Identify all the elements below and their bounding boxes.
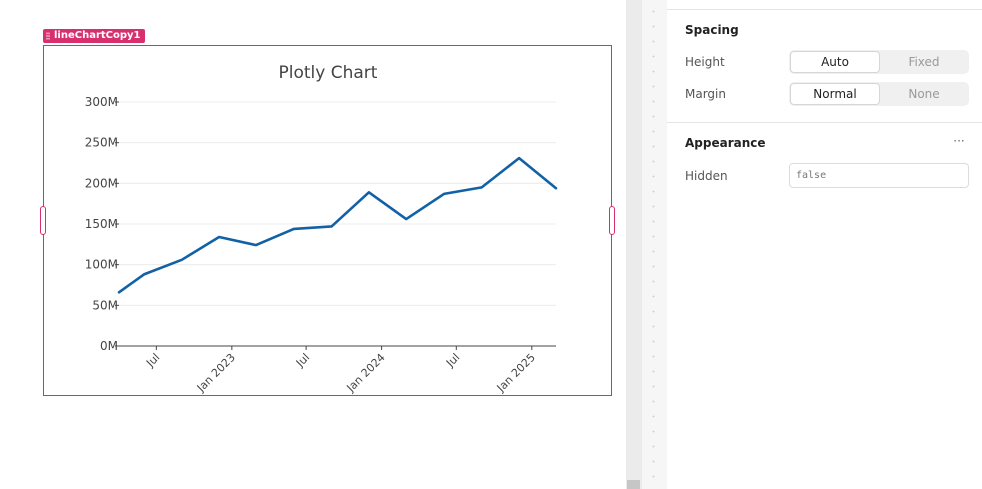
height-segmented-control: Auto Fixed: [789, 50, 969, 74]
y-tick-label: 0M: [100, 339, 118, 353]
x-tick-label: Jan 2024: [344, 351, 388, 395]
margin-option-none[interactable]: None: [908, 87, 940, 101]
hidden-label: Hidden: [685, 169, 728, 183]
y-tick-label: 200M: [85, 176, 118, 190]
resize-handle-right[interactable]: [609, 206, 615, 235]
canvas-scrollbar[interactable]: [626, 0, 642, 489]
chart-series: [117, 156, 558, 294]
y-axis: 0M 50M 100M 150M 200M 250M 300M: [85, 95, 119, 353]
x-tick-label: Jan 2025: [494, 351, 538, 395]
drag-handle-icon[interactable]: [46, 32, 50, 40]
x-tick-label: Jan 2023: [194, 351, 238, 395]
y-tick-label: 250M: [85, 136, 118, 150]
margin-segmented-control: Normal None: [789, 82, 969, 106]
x-tick-label: Jul: [293, 351, 312, 370]
y-tick-label: 50M: [92, 298, 118, 312]
y-tick-label: 300M: [85, 95, 118, 109]
spacing-section-title: Spacing: [685, 23, 739, 37]
margin-option-normal[interactable]: Normal: [790, 83, 880, 105]
x-tick-label: Jul: [443, 351, 462, 370]
panel-resize-gutter[interactable]: [642, 0, 667, 489]
series-line[interactable]: [117, 156, 558, 294]
inspector-panel: Spacing Height Auto Fixed Margin Normal …: [667, 0, 982, 489]
appearance-section-title: Appearance: [685, 136, 766, 150]
hidden-code-value: false: [796, 170, 827, 181]
divider: [667, 9, 982, 10]
resize-handle-left[interactable]: [40, 206, 46, 235]
hidden-code-input[interactable]: false: [789, 163, 969, 188]
margin-label: Margin: [685, 87, 726, 101]
canvas: lineChartCopy1 Plotly Chart 0M 50M 100M 150…: [40, 29, 615, 396]
more-horizontal-icon[interactable]: ···: [953, 134, 965, 148]
x-tick-label: Jul: [143, 351, 162, 370]
component-name-tag[interactable]: lineChartCopy1: [43, 29, 145, 43]
chart-grid: [119, 101, 556, 347]
scrollbar-thumb[interactable]: [627, 480, 640, 489]
y-tick-label: 150M: [85, 217, 118, 231]
height-option-fixed[interactable]: Fixed: [908, 55, 940, 69]
y-tick-label: 100M: [85, 258, 118, 272]
line-chart[interactable]: Plotly Chart 0M 50M 100M 150M 200M 250M 300M J…: [44, 46, 610, 395]
height-label: Height: [685, 55, 725, 69]
x-axis: Jul Jan 2023 Jul Jan 2024 Jul Jan 2025: [143, 346, 538, 395]
component-name-label: lineChartCopy1: [54, 30, 141, 41]
height-option-auto[interactable]: Auto: [790, 51, 880, 73]
divider: [667, 122, 982, 123]
chart-title: Plotly Chart: [279, 63, 378, 83]
